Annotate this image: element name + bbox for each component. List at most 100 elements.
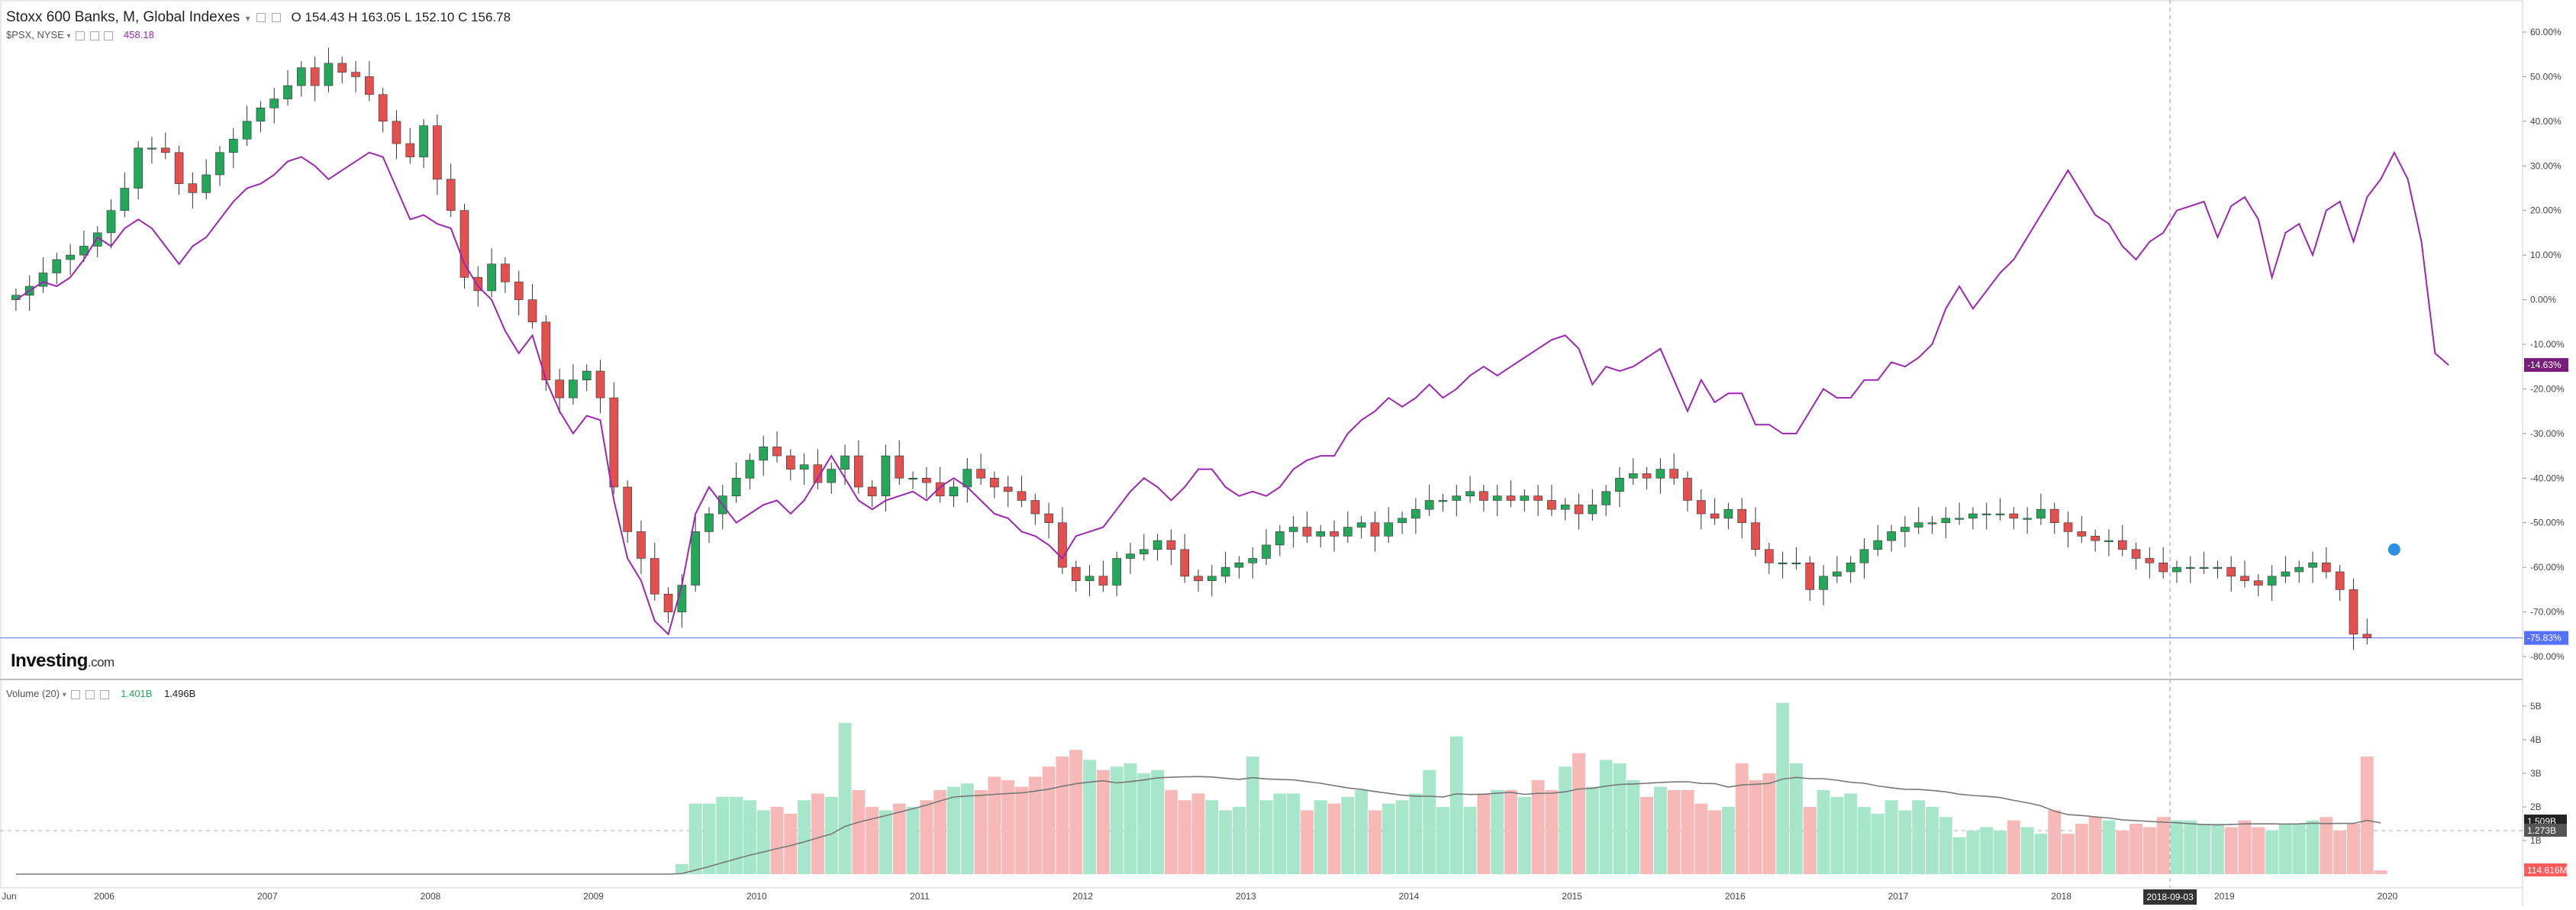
volume-bar	[1531, 779, 1545, 874]
volume-bar	[1721, 807, 1735, 874]
candle-body	[2349, 589, 2358, 635]
compare-remove-button[interactable]	[104, 31, 114, 40]
x-tick-label: 2010	[746, 891, 767, 902]
logo-suffix: .com	[87, 655, 114, 670]
candle-body	[785, 455, 795, 470]
volume-bar	[784, 813, 798, 874]
candle-body	[160, 147, 170, 153]
volume-bar	[811, 793, 824, 874]
volume-ma-line	[15, 776, 2381, 875]
candle-body	[2294, 566, 2304, 573]
volume-label: Volume (20)	[6, 688, 60, 699]
last-close-badge	[2524, 631, 2568, 645]
volume-bar	[2224, 827, 2238, 874]
vol-tick-label: 5B	[2530, 701, 2542, 712]
candle-body	[38, 273, 48, 287]
candle-body	[2240, 576, 2249, 581]
volume-bar	[1083, 760, 1096, 874]
volume-bar	[1613, 763, 1627, 874]
candle-body	[1153, 540, 1162, 550]
candle-body	[881, 455, 891, 496]
candle-body	[1030, 500, 1040, 515]
candle-body	[1642, 473, 1652, 479]
volume-bar	[879, 810, 892, 874]
candle-body	[2172, 566, 2181, 573]
compare-chevron-icon[interactable]: ▾	[66, 32, 71, 40]
candle-body	[1085, 576, 1095, 581]
volume-bar	[2347, 824, 2360, 874]
volume-bar	[1205, 800, 1219, 874]
volume-bar	[1449, 736, 1463, 874]
candle-body	[691, 531, 701, 586]
candle-body	[337, 63, 347, 73]
x-tick-label: 2009	[583, 891, 604, 902]
logo-main: Investing	[11, 650, 88, 671]
candle-body	[269, 98, 279, 108]
compare-hide-button[interactable]	[76, 31, 85, 40]
volume-bar	[960, 783, 974, 874]
volume-bar	[1762, 773, 1776, 874]
ohlc-values: O 154.43 H 163.05 L 152.10 C 156.78	[291, 10, 511, 24]
volume-bar	[2184, 820, 2197, 874]
candle-body	[1615, 477, 1624, 492]
dropdown-chevron-icon[interactable]: ▾	[245, 13, 250, 24]
candle-body	[1438, 500, 1448, 502]
volume-bar	[1627, 779, 1640, 874]
y-tick-label: 10.00%	[2530, 250, 2561, 260]
settings-button[interactable]	[272, 12, 282, 22]
candle-body	[106, 210, 116, 234]
compare-last-badge	[2524, 358, 2568, 373]
candle-body	[990, 477, 999, 488]
volume-bar	[2306, 820, 2320, 874]
candle-body	[1275, 531, 1285, 546]
volume-bar	[2333, 830, 2347, 874]
volume-bar	[1898, 810, 1912, 874]
chart-title: Stoxx 600 Banks, M, Global Indexes	[6, 9, 240, 25]
candle-body	[595, 370, 605, 399]
candle-body	[215, 152, 224, 176]
compare-row: $PSX, NYSE ▾ 458.18	[6, 29, 154, 40]
candle-body	[569, 379, 578, 399]
candle-body	[242, 121, 252, 140]
volume-bar	[1640, 796, 1654, 874]
candle-body	[1737, 508, 1747, 524]
volume-hide-button[interactable]	[71, 689, 81, 699]
vol-tick-label: 2B	[2530, 802, 2542, 812]
volume-bar	[1259, 800, 1273, 874]
volume-bar	[1314, 800, 1327, 874]
vol-tick-label: 4B	[2530, 734, 2542, 745]
volume-bar	[2075, 824, 2088, 874]
volume-bar	[688, 803, 702, 874]
volume-bar	[2252, 827, 2265, 874]
volume-bar	[1151, 770, 1165, 874]
candle-body	[52, 259, 62, 273]
candle-body	[2253, 580, 2263, 586]
compare-settings-button[interactable]	[89, 31, 99, 40]
volume-bar	[2007, 820, 2020, 874]
x-tick-label: 2007	[257, 891, 278, 902]
volume-value-label: 114.616M	[2527, 865, 2567, 876]
candle-body	[2036, 508, 2046, 519]
hide-series-button[interactable]	[256, 12, 266, 22]
volume-bar	[906, 807, 920, 874]
volume-bar	[2156, 817, 2170, 874]
candle-body	[1343, 527, 1352, 537]
y-tick-label: -50.00%	[2530, 518, 2565, 528]
volume-bar	[675, 863, 688, 874]
volume-chevron-icon[interactable]: ▾	[62, 691, 66, 699]
candle-body	[2091, 535, 2100, 541]
volume-remove-button[interactable]	[99, 689, 109, 699]
candle-body	[867, 486, 877, 496]
volume-settings-button[interactable]	[85, 689, 95, 699]
candle-body	[1479, 491, 1488, 501]
volume-bar	[1504, 790, 1517, 874]
candle-body	[1941, 518, 1951, 524]
volume-bar	[1980, 827, 1994, 874]
volume-bar	[866, 807, 879, 874]
candle-body	[1424, 500, 1434, 510]
candle-body	[324, 63, 334, 86]
candle-body	[2199, 566, 2209, 569]
candle-body	[1533, 495, 1543, 501]
volume-bar	[947, 786, 960, 874]
